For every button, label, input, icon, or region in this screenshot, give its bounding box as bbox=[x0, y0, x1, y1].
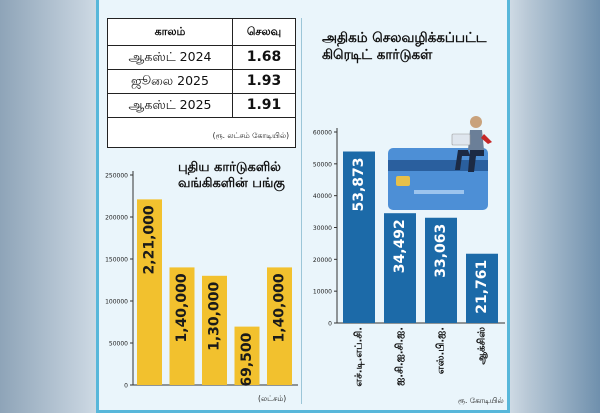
bar-data-label: 1,40,000 bbox=[174, 273, 190, 342]
person-scarf bbox=[481, 134, 492, 144]
person-leg bbox=[468, 150, 484, 172]
y-tick-label: 250000 bbox=[105, 173, 128, 180]
table-unit-note: (ரூ. லட்சம் கோடியில்) bbox=[212, 131, 289, 140]
card-chip bbox=[396, 176, 410, 186]
right-chart-title: அதிகம் செலவழிக்கப்பட்ட கிரெடிட் கார்டுகள… bbox=[322, 30, 487, 63]
top-credit-cards-chart: 0 10000 20000 30000 40000 50000 60000 53,873 எச்… bbox=[313, 128, 505, 387]
table-header-period: காலம் bbox=[108, 19, 233, 45]
bar bbox=[384, 213, 416, 323]
laptop-icon bbox=[451, 133, 471, 146]
bar-data-label: 69,500 bbox=[239, 332, 255, 386]
person-head bbox=[470, 116, 482, 128]
y-tick-label: 100000 bbox=[105, 299, 128, 306]
bar bbox=[137, 199, 162, 385]
panel-border-right bbox=[507, 0, 510, 413]
table-header-spend: செலவு bbox=[246, 24, 282, 38]
bar-data-label: 21,761 bbox=[474, 260, 490, 314]
panel-border-bottom bbox=[96, 410, 510, 413]
bar bbox=[234, 326, 260, 385]
y-tick-label: 50000 bbox=[109, 341, 128, 348]
panel-border-left bbox=[96, 0, 99, 413]
y-tick-label: 150000 bbox=[105, 257, 128, 264]
left-chart-title: புதிய கார்டுகளில் வங்கிகளின் பங்கு bbox=[178, 160, 285, 192]
person-on-credit-card-illustration bbox=[388, 116, 492, 210]
section-divider bbox=[301, 18, 302, 404]
category-label: எஸ்.பி.ஐ. bbox=[435, 327, 447, 374]
bar bbox=[202, 275, 227, 385]
table-header-row: காலம் செலவு bbox=[108, 19, 295, 46]
bar-data-label: 2,21,000 bbox=[142, 205, 158, 274]
left-chart-unit-note: (லட்சம்) bbox=[258, 394, 287, 403]
bar-data-label: 53,873 bbox=[351, 158, 367, 212]
table-row: ஆகஸ்ட் 2025 1.91 bbox=[108, 93, 295, 118]
table-cell-value: 1.91 bbox=[246, 97, 282, 113]
bar-data-label: 33,063 bbox=[433, 224, 449, 278]
person-torso bbox=[468, 130, 484, 150]
bar bbox=[425, 217, 457, 323]
card-stripe bbox=[388, 160, 488, 171]
bar-data-label: 1,30,000 bbox=[207, 282, 223, 351]
bar-data-label: 1,40,000 bbox=[272, 273, 288, 342]
table-cell-value: 1.68 bbox=[246, 49, 282, 65]
table-cell-period: ஜூலை 2025 bbox=[108, 69, 233, 93]
y-tick-label: 60000 bbox=[313, 130, 332, 137]
y-tick-label: 200000 bbox=[105, 215, 128, 222]
category-label: எச்.டி.எப்.சி. bbox=[353, 327, 365, 387]
y-tick-label: 30000 bbox=[313, 225, 332, 232]
y-tick-label: 0 bbox=[124, 383, 128, 390]
table-cell-period: ஆகஸ்ட் 2025 bbox=[108, 93, 233, 117]
table-row: ஜூலை 2025 1.93 bbox=[108, 69, 295, 94]
y-tick-label: 0 bbox=[328, 321, 332, 328]
bar bbox=[466, 253, 498, 323]
y-tick-label: 50000 bbox=[313, 161, 332, 168]
bar bbox=[169, 267, 195, 385]
right-chart-unit-note: ரூ. கோடியில் bbox=[458, 396, 504, 405]
bar bbox=[343, 151, 375, 323]
table-row: ஆகஸ்ட் 2024 1.68 bbox=[108, 45, 295, 70]
bar bbox=[267, 267, 292, 385]
card-number-line bbox=[414, 190, 464, 194]
person-leg bbox=[455, 150, 470, 170]
table-cell-period: ஆகஸ்ட் 2024 bbox=[108, 45, 233, 69]
table-cell-value: 1.93 bbox=[246, 73, 282, 89]
y-tick-label: 10000 bbox=[313, 289, 332, 296]
spending-table: காலம் செலவு ஆகஸ்ட் 2024 1.68 ஜூலை 2025 1… bbox=[107, 18, 296, 148]
y-tick-label: 20000 bbox=[313, 257, 332, 264]
category-label: ஐ.சி.ஐ.சி.ஐ. bbox=[394, 327, 406, 386]
category-label: ஆக்சிஸ் bbox=[476, 327, 488, 365]
new-cards-bank-share-chart: 0 50000 100000 150000 200000 250000 2,21,000 1,… bbox=[105, 171, 298, 390]
bar-data-label: 34,492 bbox=[392, 219, 408, 273]
y-tick-label: 40000 bbox=[313, 193, 332, 200]
